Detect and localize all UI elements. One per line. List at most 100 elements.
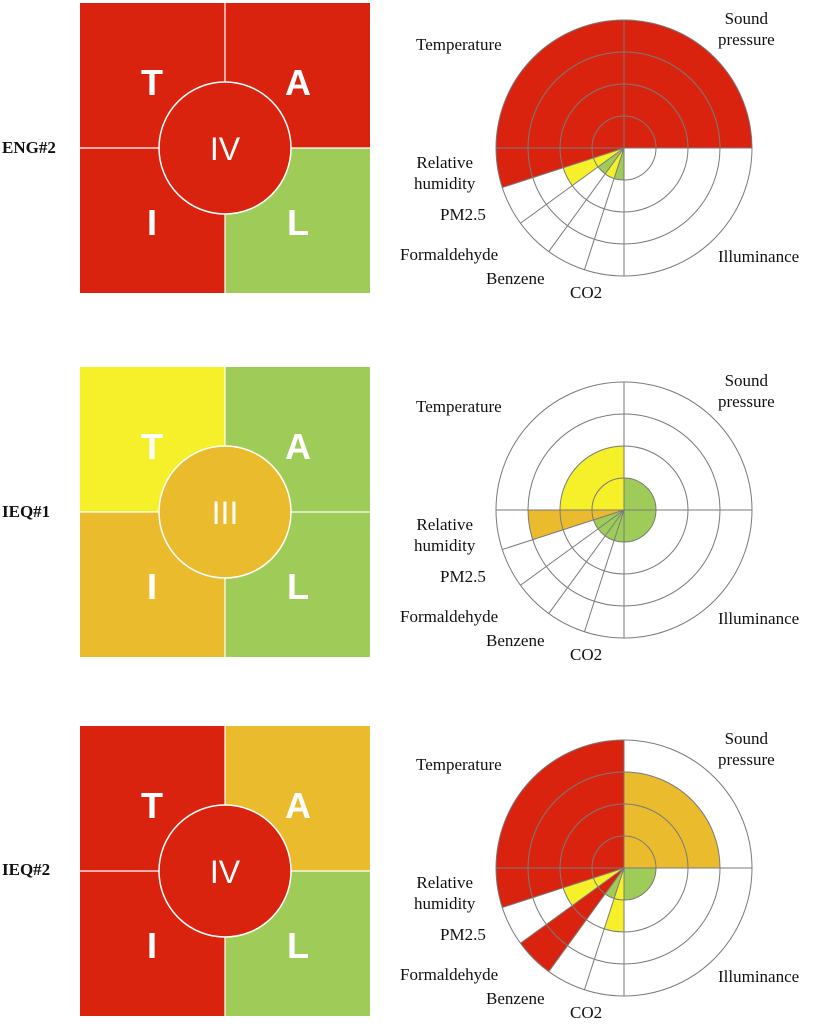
label-sound-pressure: Sound pressure: [718, 728, 775, 770]
wheel-spoke-3: [583, 147, 625, 270]
label-sound-pressure-line1: Sound: [724, 371, 769, 390]
letter-a: A: [285, 785, 311, 826]
label-benzene: Benzene: [486, 631, 545, 650]
quadrant-diagram: T A I L IV: [80, 726, 370, 1016]
panel-row-eng2: ENG#2 T A I L IV Temperature Sound press…: [0, 0, 829, 302]
wheel-sector-7: [496, 20, 624, 148]
label-humidity-line1: Relative: [416, 153, 474, 172]
letter-a: A: [285, 426, 311, 467]
wheel-spoke-6: [502, 867, 625, 909]
wheel-svg: [495, 739, 753, 997]
quadrant-diagram: T A I L IV: [80, 3, 370, 293]
row-label: IEQ#1: [2, 502, 51, 521]
wheel-sector-1: [624, 868, 656, 900]
label-humidity-line2: humidity: [414, 536, 476, 555]
label-illuminance: Illuminance: [718, 247, 800, 266]
label-sound-pressure: Sound pressure: [718, 370, 775, 412]
label-humidity-line1: Relative: [416, 873, 474, 892]
label-formaldehyde: Formaldehyde: [400, 607, 499, 626]
label-sound-pressure-line2: pressure: [718, 750, 775, 769]
letter-l: L: [287, 566, 309, 607]
label-relative-humidity: Relative humidity: [414, 872, 475, 914]
label-pm25: PM2.5: [440, 567, 486, 586]
wheel-spoke-6: [502, 509, 625, 551]
label-humidity-line1: Relative: [416, 515, 474, 534]
wheel-spoke-6: [502, 147, 625, 189]
wheel-spoke-3: [583, 867, 625, 990]
wheel-sector-4: [598, 148, 624, 174]
letter-t: T: [141, 62, 163, 103]
wheel-spoke-5: [520, 147, 625, 224]
label-relative-humidity: Relative humidity: [414, 514, 475, 556]
label-sound-pressure-line2: pressure: [718, 392, 775, 411]
letter-l: L: [287, 925, 309, 966]
letter-a: A: [285, 62, 311, 103]
wheel-sector-4: [598, 510, 624, 536]
letter-l: L: [287, 202, 309, 243]
assessment-wheel: Temperature Sound pressure Relative humi…: [370, 720, 829, 1022]
center-numeral: IV: [210, 131, 241, 167]
label-co2: CO2: [570, 645, 603, 664]
wheel-sector-7: [496, 740, 624, 868]
label-sound-pressure: Sound pressure: [718, 8, 775, 50]
label-pm25: PM2.5: [440, 205, 486, 224]
letter-t: T: [141, 426, 163, 467]
wheel-sector-1: [624, 510, 656, 542]
center-numeral: IV: [210, 854, 241, 890]
label-pm25: PM2.5: [440, 925, 486, 944]
panel-row-ieq1: IEQ#1 T A I L III Temperature Sound pres…: [0, 362, 829, 664]
center-numeral: III: [212, 495, 239, 531]
wheel-sector-0: [624, 478, 656, 510]
label-humidity-line2: humidity: [414, 894, 476, 913]
center-circle: [158, 445, 292, 579]
label-sound-pressure-line2: pressure: [718, 30, 775, 49]
letter-t: T: [141, 785, 163, 826]
wheel-spoke-3: [583, 509, 625, 632]
letter-i: I: [147, 566, 157, 607]
label-illuminance: Illuminance: [718, 967, 800, 986]
panel-row-ieq2: IEQ#2 T A I L IV Temperature Sound press…: [0, 720, 829, 1022]
label-co2: CO2: [570, 1003, 603, 1022]
wheel-spoke-4: [548, 867, 625, 972]
label-benzene: Benzene: [486, 269, 545, 288]
quadrant-svg: T A I L III: [80, 367, 370, 657]
quadrant-svg: T A I L IV: [80, 726, 370, 1016]
letter-i: I: [147, 925, 157, 966]
wheel-sector-3: [605, 510, 624, 541]
center-circle: [158, 804, 292, 938]
wheel-sector-3: [605, 868, 624, 899]
wheel-sector-0: [624, 20, 752, 148]
label-temperature: Temperature: [416, 755, 502, 774]
wheel-sector-5: [593, 510, 624, 529]
wheel-sector-0: [624, 772, 720, 868]
label-formaldehyde: Formaldehyde: [400, 965, 499, 984]
wheel-spoke-5: [520, 509, 625, 586]
letter-i: I: [147, 202, 157, 243]
label-sound-pressure-line1: Sound: [724, 9, 769, 28]
wheel-sector-4: [520, 868, 624, 972]
quadrant-svg: T A I L IV: [80, 3, 370, 293]
quadrant-diagram: T A I L III: [80, 367, 370, 657]
label-relative-humidity: Relative humidity: [414, 152, 475, 194]
label-temperature: Temperature: [416, 397, 502, 416]
wheel-spoke-5: [520, 867, 625, 944]
label-co2: CO2: [570, 283, 603, 302]
assessment-wheel: Temperature Sound pressure Relative humi…: [370, 0, 829, 302]
wheel-sector-5: [563, 868, 624, 906]
row-label: ENG#2: [2, 138, 56, 157]
label-sound-pressure-line1: Sound: [724, 729, 769, 748]
label-temperature: Temperature: [416, 35, 502, 54]
assessment-wheel: Temperature Sound pressure Relative humi…: [370, 362, 829, 664]
wheel-spoke-4: [548, 509, 625, 614]
label-illuminance: Illuminance: [718, 609, 800, 628]
wheel-sector-3: [605, 148, 624, 179]
wheel-svg: [495, 19, 753, 277]
label-humidity-line2: humidity: [414, 174, 476, 193]
wheel-spoke-4: [548, 147, 625, 252]
label-formaldehyde: Formaldehyde: [400, 245, 499, 264]
wheel-svg: [495, 381, 753, 639]
wheel-sector-7: [560, 446, 624, 510]
center-circle: [158, 81, 292, 215]
label-benzene: Benzene: [486, 989, 545, 1008]
wheel-sector-5: [563, 148, 624, 186]
